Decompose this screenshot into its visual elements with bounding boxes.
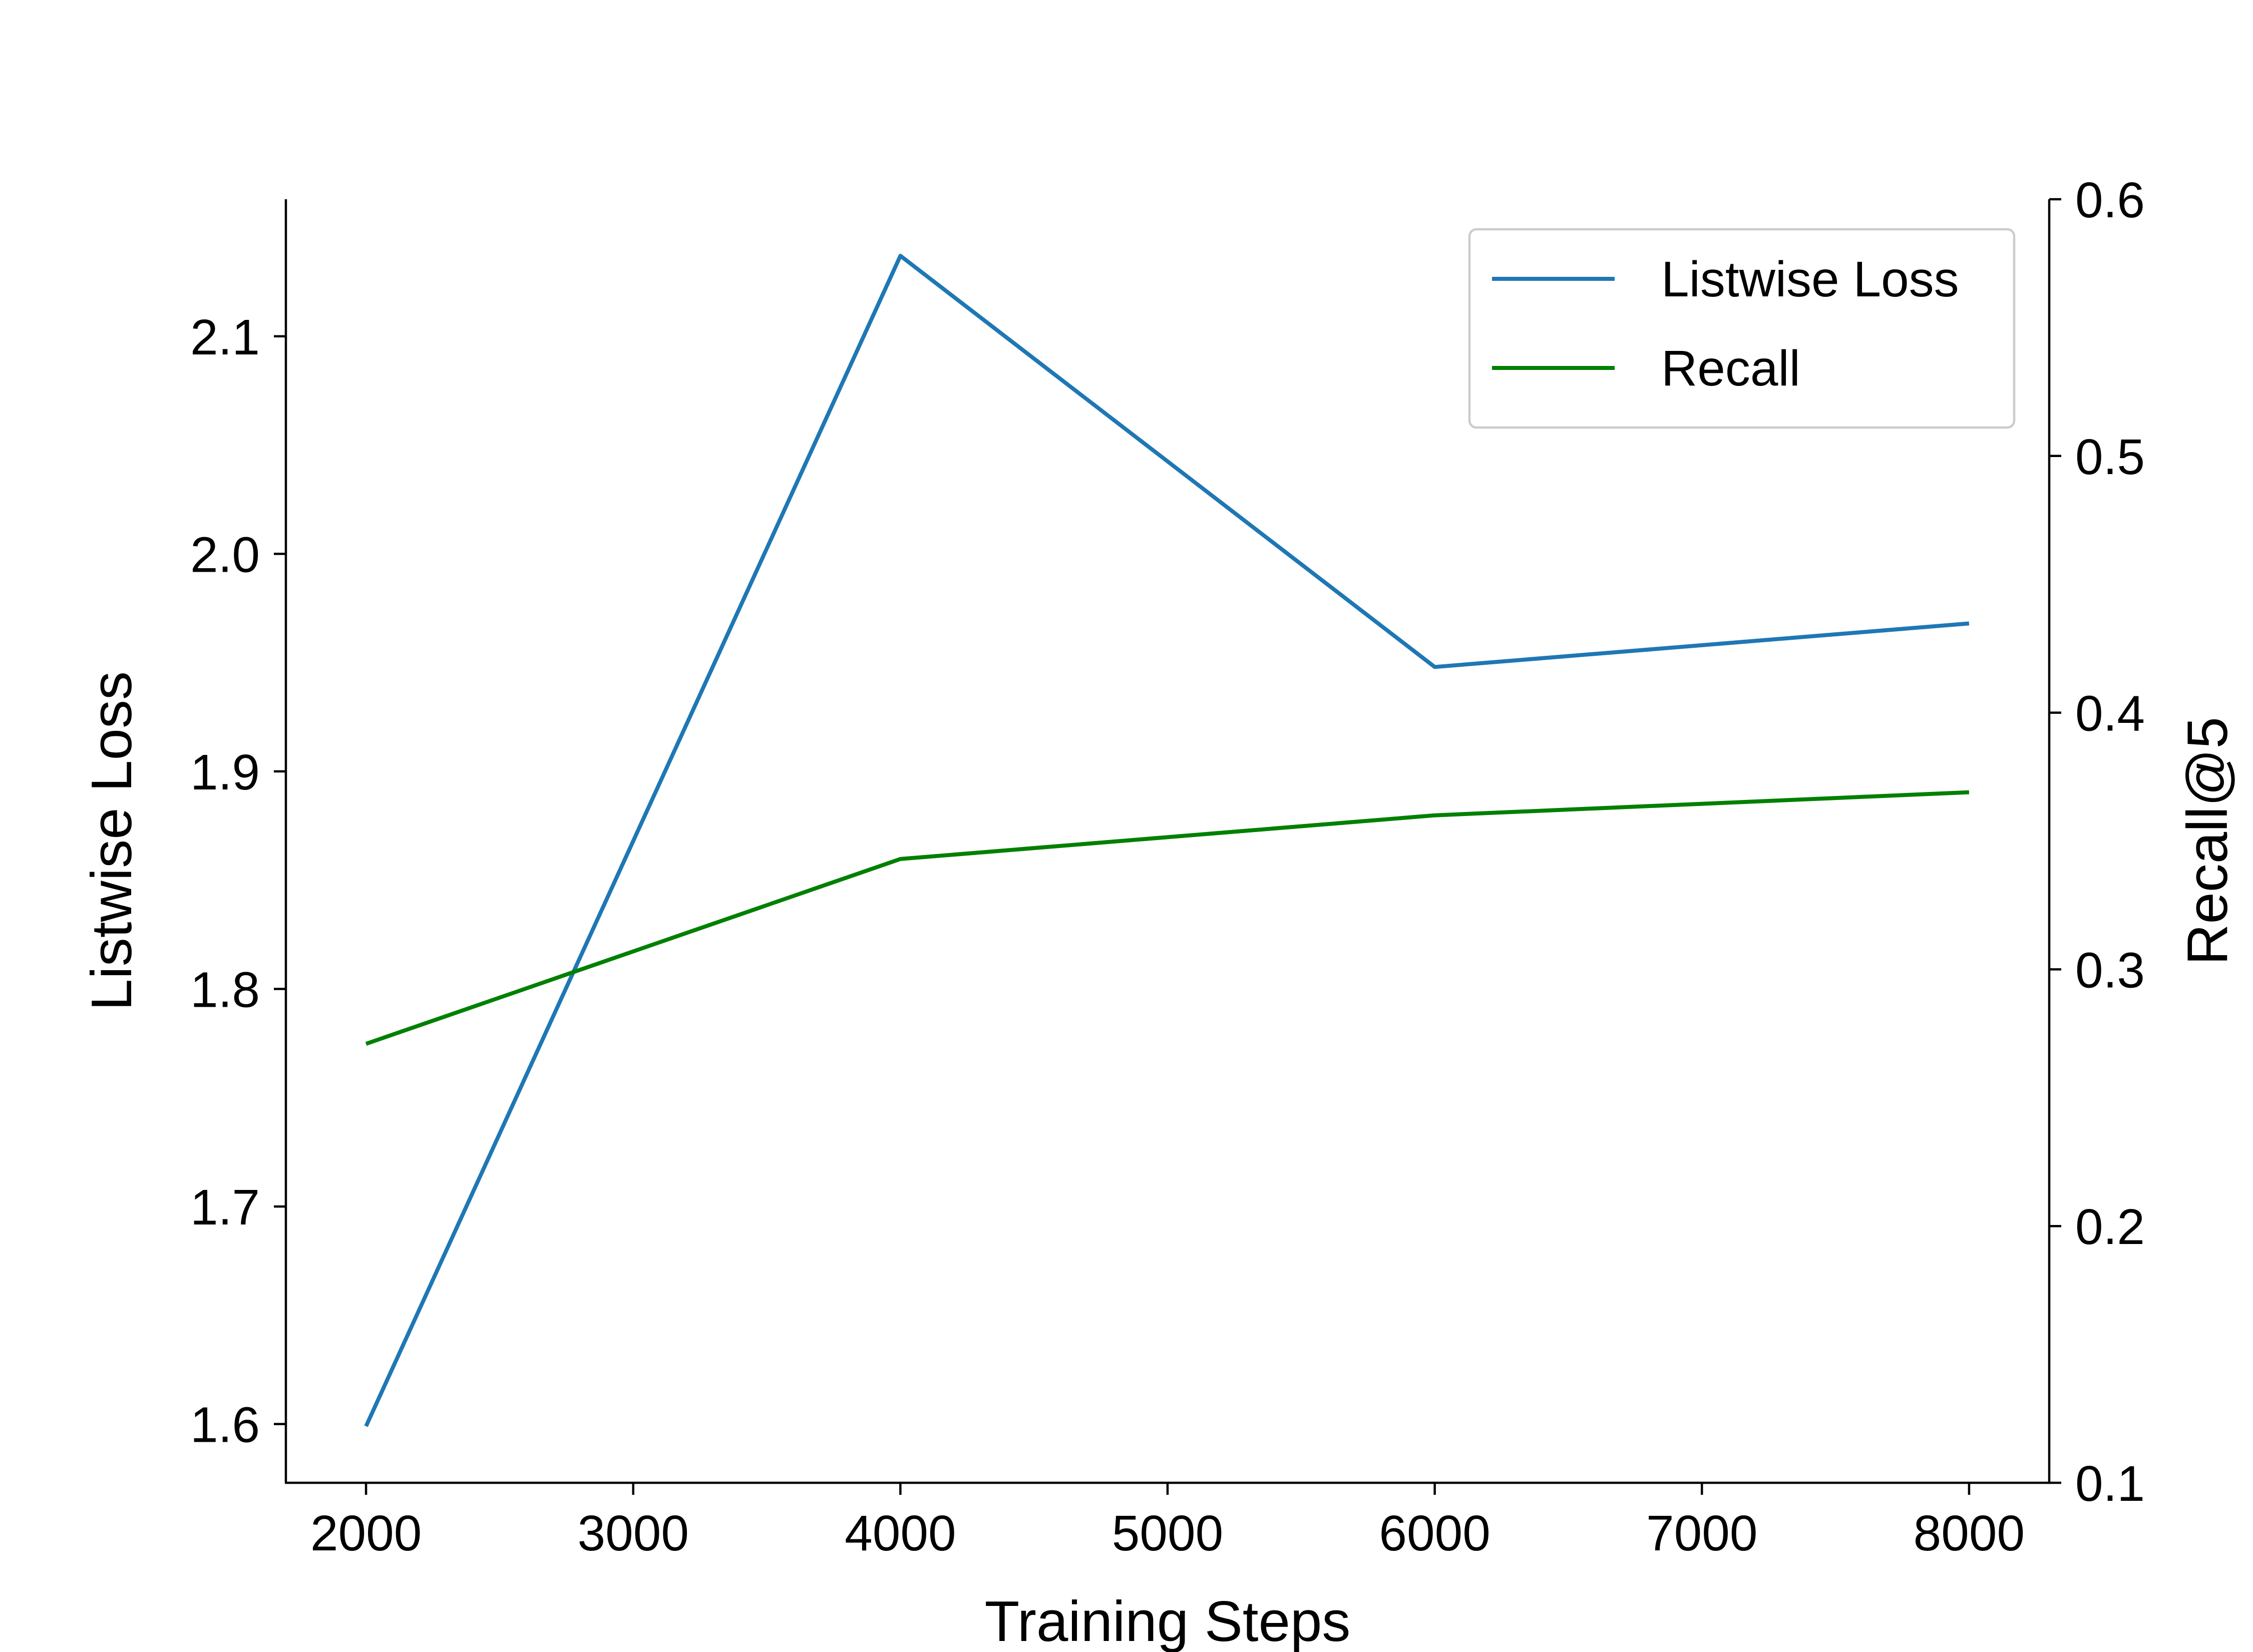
series-line-listwise-loss [364, 254, 1970, 1427]
right-y-tick-label-0.4: 0.4 [2075, 686, 2145, 742]
left-y-axis-title: Listwise Loss [80, 671, 144, 1011]
left-y-tick-label-1.9: 1.9 [190, 744, 260, 800]
right-y-tick-label-0.2: 0.2 [2075, 1199, 2145, 1255]
right-y-tick-label-0.3: 0.3 [2075, 942, 2145, 998]
left-y-tick-label-1.7: 1.7 [190, 1179, 260, 1235]
left-y-tick-label-1.8: 1.8 [190, 962, 260, 1018]
right-y-tick-label-0.6: 0.6 [2075, 172, 2145, 228]
legend-label-recall: Recall [1661, 340, 1800, 396]
x-tick-label-2000: 2000 [310, 1505, 422, 1561]
right-y-tick-label-0.1: 0.1 [2075, 1456, 2145, 1512]
series-line-recall [365, 790, 1970, 1046]
x-tick-label-8000: 8000 [1914, 1505, 2025, 1561]
right-y-tick-label-0.5: 0.5 [2075, 429, 2145, 485]
ticks-layer: 2000 3000 4000 5000 6000 7000 8000 1.6 1.7 1.8 1.9… [190, 172, 2145, 1561]
legend: Listwise Loss Recall [1468, 228, 2016, 429]
series-layer [364, 254, 1970, 1427]
x-tick-label-7000: 7000 [1646, 1505, 1757, 1561]
x-tick-label-5000: 5000 [1112, 1505, 1223, 1561]
x-axis-title: Training Steps [985, 1590, 1351, 1652]
x-tick-label-6000: 6000 [1379, 1505, 1490, 1561]
left-y-tick-label-2.1: 2.1 [190, 309, 260, 365]
left-y-tick-label-2.0: 2.0 [190, 527, 260, 583]
x-tick-label-3000: 3000 [577, 1505, 688, 1561]
left-y-tick-label-1.6: 1.6 [190, 1397, 260, 1453]
right-y-axis-title: Recall@5 [2176, 717, 2239, 965]
legend-label-listwise-loss: Listwise Loss [1661, 251, 1959, 307]
x-tick-label-4000: 4000 [845, 1505, 956, 1561]
